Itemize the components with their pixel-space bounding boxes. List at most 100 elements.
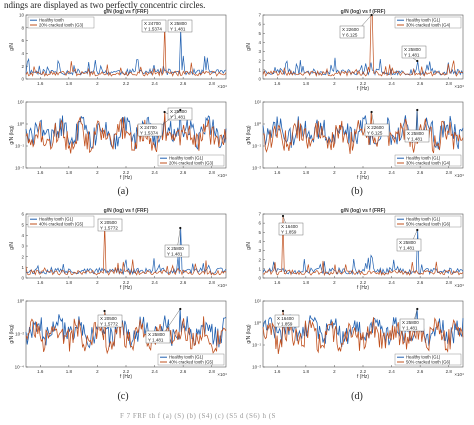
y-tick-label: 3 bbox=[21, 244, 24, 249]
datatip-box bbox=[364, 123, 390, 137]
x-tick-label: 2.6 bbox=[180, 369, 187, 374]
y-axis-label: g/N bbox=[246, 43, 252, 51]
y-tick-label: 4 bbox=[258, 239, 261, 244]
y-tick-label: 10⁻² bbox=[15, 332, 24, 337]
x-exponent-label: ×10⁴ bbox=[217, 84, 227, 89]
y-tick-label: 2 bbox=[258, 58, 261, 63]
datatip-box bbox=[167, 19, 193, 33]
x-tick-label: 1.8 bbox=[303, 280, 310, 285]
x-tick-label: 1.6 bbox=[37, 280, 44, 285]
chart-a-top: g/N (log) vs f (FRF) 10 8 6 4 2 0 1.6 1.8 2 2.2 2.4… bbox=[9, 9, 227, 89]
datatip-x-value: X 20500 bbox=[100, 220, 117, 225]
datatip-y-value: Y 1.481 bbox=[399, 246, 415, 251]
x-tick-label: 2 bbox=[96, 170, 99, 175]
panel-label-c: (c) bbox=[117, 391, 129, 402]
datatip-x-value: X 25800 bbox=[404, 47, 421, 52]
legend-entry-cracked: 40% cracked tooth (G5) bbox=[39, 221, 84, 226]
x-tick-label: 2.4 bbox=[151, 170, 158, 175]
series-healthy-line bbox=[25, 227, 227, 276]
y-axis-label: g/N (log) bbox=[246, 125, 252, 145]
series-cracked-line bbox=[25, 111, 227, 154]
y-tick-label: 10⁰ bbox=[17, 122, 24, 127]
legend-entry-cracked: 40% cracked tooth (G5) bbox=[169, 359, 214, 364]
y-tick-label: 6 bbox=[21, 212, 24, 217]
x-tick-label: 2 bbox=[333, 369, 336, 374]
datatip-x-value: X 25800 bbox=[399, 240, 416, 245]
datatip-marker bbox=[163, 110, 166, 114]
x-tick-label: 1.8 bbox=[66, 81, 73, 86]
x-exponent-label: ×10⁴ bbox=[454, 173, 464, 178]
panel-d: g/N (log) vs f (FRF) 7 6 5 4 3 2 1 0 1.6 1.8 2 2.2 2.… bbox=[237, 205, 474, 383]
x-tick-label: 2 bbox=[333, 170, 336, 175]
x-exponent-label: ×10⁴ bbox=[217, 283, 227, 288]
x-tick-label: 2 bbox=[333, 280, 336, 285]
x-tick-label: 2.8 bbox=[209, 280, 216, 285]
x-tick-label: 2.6 bbox=[417, 81, 424, 86]
panel-label-b: (b) bbox=[351, 186, 363, 197]
y-tick-label: 10⁰ bbox=[254, 321, 261, 326]
x-tick-label: 1.8 bbox=[303, 81, 310, 86]
y-tick-label: 0 bbox=[258, 77, 261, 82]
x-tick-label: 1.6 bbox=[274, 81, 281, 86]
datatip-marker bbox=[370, 110, 373, 114]
panel-c: g/N (log) vs f (FRF) 6 5 4 3 2 1 0 1.6 1.8 2 2.2 2.4… bbox=[0, 205, 237, 383]
x-tick-label: 2.2 bbox=[123, 369, 130, 374]
y-tick-label: 7 bbox=[258, 13, 261, 18]
datatip-box bbox=[141, 19, 167, 33]
y-tick-label: 10⁻² bbox=[252, 365, 261, 370]
x-tick-label: 2.4 bbox=[151, 280, 158, 285]
x-tick-label: 2.2 bbox=[360, 170, 367, 175]
x-axis-label: f (Hz) bbox=[357, 86, 370, 92]
datatip-y-value: Y 1.481 bbox=[148, 338, 164, 343]
series-cracked-line bbox=[262, 215, 464, 277]
datatip-box bbox=[278, 222, 304, 236]
x-tick-label: 2.2 bbox=[360, 81, 367, 86]
datatip-x-value: X 16400 bbox=[281, 224, 298, 229]
datatip-marker bbox=[103, 309, 106, 313]
legend-box bbox=[157, 154, 225, 167]
y-tick-label: 2 bbox=[21, 64, 24, 69]
x-exponent-label: ×10⁴ bbox=[217, 173, 227, 178]
datatip-y-value: Y 1.5772 bbox=[100, 322, 118, 327]
x-tick-label: 1.6 bbox=[37, 81, 44, 86]
datatip-x-value: X 20500 bbox=[100, 316, 117, 321]
x-tick-label: 1.8 bbox=[66, 369, 73, 374]
legend-entry-cracked: 50% cracked tooth (G6) bbox=[406, 359, 451, 364]
y-axis-label: g/N (log) bbox=[9, 324, 15, 344]
legend-entry-healthy: Healthy tooth (G1) bbox=[39, 217, 74, 222]
y-tick-label: 10⁻² bbox=[252, 166, 261, 171]
y-tick-label: 10¹ bbox=[254, 100, 261, 105]
y-tick-label: 10⁻¹ bbox=[252, 144, 261, 149]
x-axis-label: f (Hz) bbox=[357, 175, 370, 181]
datatip-x-value: X 25800 bbox=[148, 332, 165, 337]
x-tick-label: 1.6 bbox=[274, 280, 281, 285]
legend-box bbox=[27, 215, 95, 228]
x-tick-label: 1.8 bbox=[66, 170, 73, 175]
datatip-box bbox=[339, 25, 365, 39]
x-tick-label: 1.8 bbox=[303, 369, 310, 374]
panel-a: g/N (log) vs f (FRF) 10 8 6 4 2 0 1.6 1.8 2 2.2 2.4… bbox=[0, 6, 237, 184]
y-tick-label: 10⁻² bbox=[15, 166, 24, 171]
datatip-x-value: X 22600 bbox=[367, 125, 384, 130]
figure-caption-top: ndings are displayed as two perfectly co… bbox=[4, 0, 206, 10]
series-healthy-line bbox=[25, 28, 227, 76]
series-cracked-line bbox=[262, 310, 464, 355]
x-tick-label: 2 bbox=[96, 280, 99, 285]
datatip-marker bbox=[179, 108, 182, 112]
panel-label-a: (a) bbox=[117, 186, 129, 197]
y-axis-label: g/N (log) bbox=[246, 324, 252, 344]
x-exponent-label: ×10⁴ bbox=[217, 372, 227, 377]
x-tick-label: 2.4 bbox=[151, 369, 158, 374]
series-cracked-line bbox=[25, 223, 227, 276]
series-cracked-line bbox=[262, 14, 464, 77]
x-exponent-label: ×10⁴ bbox=[454, 283, 464, 288]
legend-entry-healthy: Healthy tooth (G1) bbox=[406, 217, 441, 222]
datatip-x-value: X 25800 bbox=[167, 246, 184, 251]
chart-a-bottom: 10¹ 10⁰ 10⁻¹ 10⁻² 1.6 1.8 2 2.2 2.4 2.6 2.8×10⁴ f (… bbox=[9, 100, 227, 181]
x-tick-label: 2.8 bbox=[446, 280, 453, 285]
datatip-y-value: Y 1.481 bbox=[170, 115, 186, 120]
chart-c-top: g/N (log) vs f (FRF) 6 5 4 3 2 1 0 1.6 1.8 2 2.2 2.4… bbox=[9, 208, 227, 291]
datatip-x-value: X 24700 bbox=[144, 21, 161, 26]
x-tick-label: 2.4 bbox=[388, 280, 395, 285]
y-tick-label: 3 bbox=[258, 49, 261, 54]
